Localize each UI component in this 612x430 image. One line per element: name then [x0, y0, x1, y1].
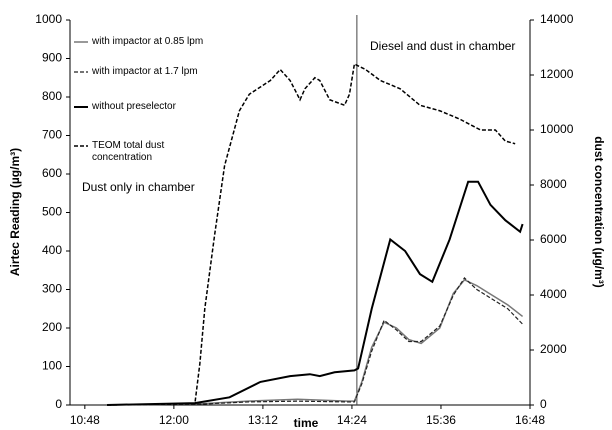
y-tick-label: 600 [42, 166, 62, 180]
x-tick-label: 10:48 [70, 413, 100, 427]
y2-tick-label: 4000 [540, 287, 567, 301]
y-tick-label: 0 [55, 397, 62, 411]
y2-tick-label: 10000 [540, 122, 574, 136]
legend-label: without preselector [92, 101, 176, 112]
y2-tick-label: 14000 [540, 12, 574, 26]
series-line [107, 278, 524, 406]
y-tick-label: 500 [42, 205, 62, 219]
y-tick-label: 100 [42, 359, 62, 373]
legend-label: with impactor at 1.7 lpm [92, 66, 198, 77]
x-tick-label: 16:48 [515, 413, 545, 427]
y2-tick-label: 8000 [540, 177, 567, 191]
y-tick-label: 200 [42, 320, 62, 334]
y2-tick-label: 6000 [540, 232, 567, 246]
y2-tick-label: 2000 [540, 342, 567, 356]
y-tick-label: 400 [42, 243, 62, 257]
y-tick-label: 700 [42, 128, 62, 142]
y-axis-label: Airtec Reading (µg/m³) [8, 148, 22, 276]
series-line [107, 62, 516, 406]
legend-label: TEOM total dust concentration [92, 140, 165, 163]
y2-tick-label: 0 [540, 397, 547, 411]
series-line [107, 180, 524, 406]
x-tick-label: 13:12 [248, 413, 278, 427]
y-tick-label: 300 [42, 282, 62, 296]
annotation: Diesel and dust in chamber [370, 39, 515, 53]
x-tick-label: 15:36 [426, 413, 456, 427]
annotation: Dust only in chamber [82, 180, 195, 194]
y2-axis-label: dust concentration (µg/m³) [592, 136, 606, 288]
x-axis-label: time [294, 416, 319, 430]
y-tick-label: 900 [42, 51, 62, 65]
y2-tick-label: 12000 [540, 67, 574, 81]
series-line [107, 277, 524, 406]
y-tick-label: 1000 [35, 12, 62, 26]
x-tick-label: 12:00 [159, 413, 189, 427]
legend-label: with impactor at 0.85 lpm [92, 36, 204, 47]
x-tick-label: 14:24 [337, 413, 367, 427]
y-tick-label: 800 [42, 89, 62, 103]
